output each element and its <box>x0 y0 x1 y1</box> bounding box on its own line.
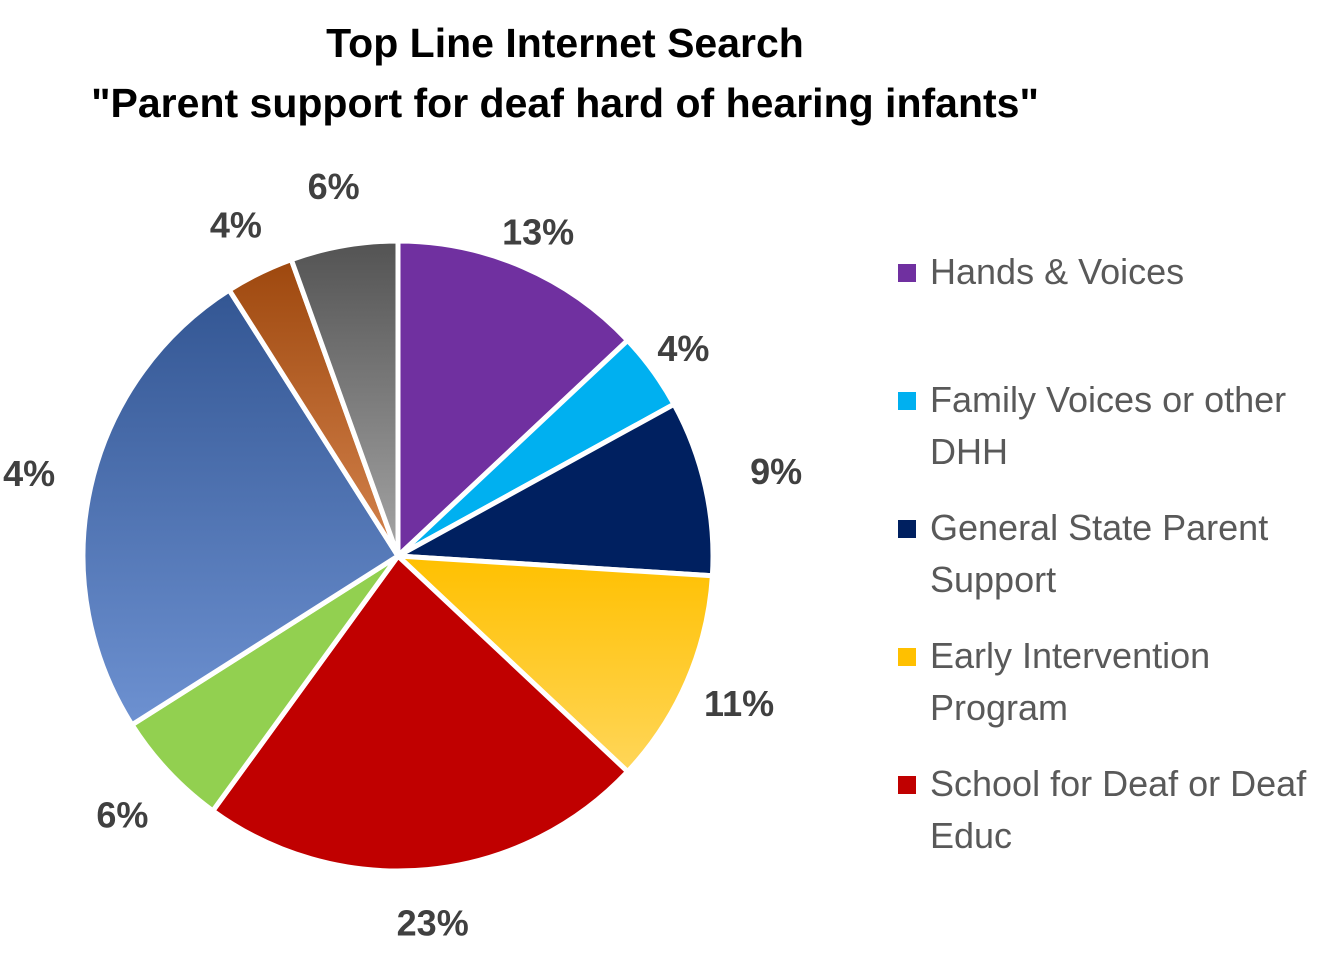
pie-data-label: 4% <box>3 453 55 494</box>
legend-swatch <box>898 776 916 794</box>
pie-data-labels: 13% 4% 9% 11% 23% 6% 4% 4% 6% <box>3 166 802 943</box>
pie-data-label: 4% <box>210 205 262 246</box>
legend-swatch <box>898 392 916 410</box>
pie-slice <box>395 553 715 775</box>
pie-data-label: 4% <box>657 328 709 369</box>
pie-data-label: 11% <box>704 683 774 724</box>
legend-item: General State Parent Support <box>898 502 1330 606</box>
legend-label: School for Deaf or Deaf Educ <box>930 763 1307 856</box>
chart-subtitle: "Parent support for deaf hard of hearing… <box>91 80 1039 126</box>
legend-label: General State Parent Support <box>930 507 1269 600</box>
pie-slice <box>395 401 716 579</box>
legend-item: Hands & Voices <box>898 246 1330 298</box>
pie-data-label: 6% <box>308 166 360 207</box>
chart-title: Top Line Internet Search <box>326 20 804 66</box>
legend-swatch <box>898 264 916 282</box>
pie-data-label: 6% <box>96 794 148 835</box>
pie-data-label: 23% <box>397 902 469 943</box>
legend-label: Family Voices or other DHH <box>930 379 1287 472</box>
legend-swatch <box>898 520 916 538</box>
legend-swatch <box>898 648 916 666</box>
pie-slice <box>288 238 401 559</box>
legend-label: Early Intervention Program <box>930 635 1211 728</box>
pie-data-label: 13% <box>502 212 574 253</box>
pie-data-label: 9% <box>750 451 802 492</box>
pie-slice <box>80 287 401 728</box>
pie-slice <box>210 553 631 874</box>
pie-slice <box>395 238 631 559</box>
legend-item: School for Deaf or Deaf Educ <box>898 758 1330 862</box>
legend-item: Early Intervention Program <box>898 630 1330 734</box>
legend-item: Family Voices or other DHH <box>898 374 1330 478</box>
legend-label: Hands & Voices <box>930 251 1185 292</box>
pie-slices <box>80 238 716 874</box>
